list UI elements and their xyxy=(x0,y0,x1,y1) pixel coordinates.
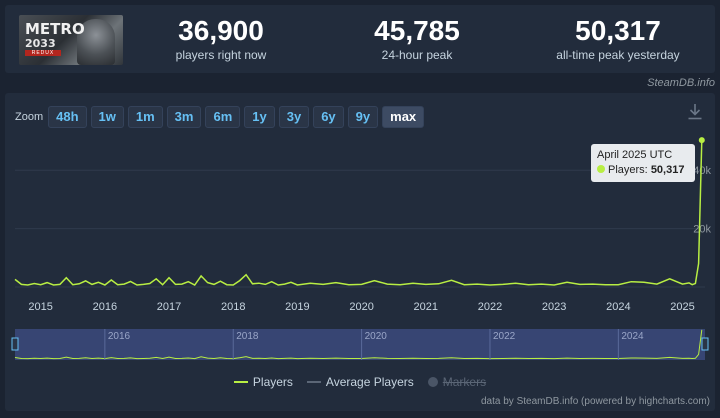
legend-item-markers[interactable]: Markers xyxy=(427,375,487,389)
zoom-button-48h[interactable]: 48h xyxy=(48,106,87,128)
stat-value: 36,900 xyxy=(178,15,264,46)
legend-label-markers: Markers xyxy=(442,375,487,389)
navigator-handle-left[interactable] xyxy=(11,337,19,351)
stat-24h-peak: 45,785 24-hour peak xyxy=(347,15,487,63)
x-tick-label: 2022 xyxy=(478,301,502,313)
navigator-tick-label: 2024 xyxy=(621,331,644,342)
chart-legend: Players Average Players Markers xyxy=(5,372,715,392)
navigator-handle-right[interactable] xyxy=(701,337,709,351)
y-tick-label: 40k xyxy=(693,165,711,177)
navigator-tick-label: 2016 xyxy=(108,331,131,342)
x-tick-label: 2021 xyxy=(414,301,438,313)
x-tick-label: 2019 xyxy=(285,301,309,313)
x-tick-label: 2017 xyxy=(157,301,181,313)
x-tick-label: 2020 xyxy=(349,301,373,313)
tooltip-series-dot xyxy=(597,165,605,173)
zoom-label: Zoom xyxy=(15,111,44,123)
game-logo-redux: REDUX xyxy=(25,50,61,56)
chart-panel: Zoom 48h 1w 1m 3m 6m 1y 3y 6y 9y max 20k… xyxy=(5,93,715,411)
x-tick-label: 2016 xyxy=(93,301,117,313)
zoom-button-1y[interactable]: 1y xyxy=(244,106,275,128)
zoom-button-6y[interactable]: 6y xyxy=(313,106,344,128)
steamdb-credit-link[interactable]: SteamDB.info xyxy=(647,77,715,89)
y-tick-label: 20k xyxy=(693,224,711,236)
navigator-series-line xyxy=(14,329,703,360)
tooltip-row: Players: 50,317 xyxy=(597,163,689,178)
legend-item-average-players[interactable]: Average Players xyxy=(306,375,414,389)
zoom-button-1m[interactable]: 1m xyxy=(127,106,163,128)
legend-swatch-players xyxy=(233,381,248,383)
zoom-button-3m[interactable]: 3m xyxy=(166,106,202,128)
stat-label: 24-hour peak xyxy=(381,48,453,62)
chart-credits[interactable]: data by SteamDB.info (powered by highcha… xyxy=(481,396,710,407)
stat-all-time-peak: 50,317 all-time peak yesterday xyxy=(543,15,693,63)
zoom-button-3y[interactable]: 3y xyxy=(278,106,310,128)
players-series-line xyxy=(14,140,703,286)
x-tick-label: 2015 xyxy=(28,301,52,313)
stat-label: all-time peak yesterday xyxy=(556,48,680,62)
zoom-button-9y[interactable]: 9y xyxy=(347,106,379,128)
navigator-tick-label: 2020 xyxy=(365,331,388,342)
download-icon[interactable] xyxy=(687,103,703,121)
stat-label: players right now xyxy=(175,48,267,62)
x-tick-label: 2025 xyxy=(670,301,694,313)
legend-item-players[interactable]: Players xyxy=(233,375,293,389)
navigator-tick-label: 2018 xyxy=(236,331,259,342)
x-tick-label: 2018 xyxy=(221,301,245,313)
legend-swatch-markers xyxy=(427,377,438,387)
legend-label-average: Average Players xyxy=(325,375,414,389)
tooltip-title: April 2025 UTC xyxy=(597,149,673,161)
game-logo-text: METRO xyxy=(25,20,85,38)
game-art-figure xyxy=(77,19,115,65)
zoom-controls: Zoom 48h 1w 1m 3m 6m 1y 3y 6y 9y max xyxy=(15,106,428,128)
zoom-button-1w[interactable]: 1w xyxy=(90,106,124,128)
tooltip-value: 50,317 xyxy=(650,164,685,176)
zoom-button-max[interactable]: max xyxy=(382,106,425,128)
chart-tooltip: April 2025 UTC Players: 50,317 xyxy=(591,144,695,182)
game-header-image[interactable]: METRO 2033 REDUX xyxy=(19,15,123,65)
game-logo-subtext: 2033 xyxy=(25,37,56,50)
stat-players-now: 36,900 players right now xyxy=(151,15,291,63)
navigator[interactable]: 2016 2018 2020 2022 2024 xyxy=(11,329,709,360)
x-tick-label: 2023 xyxy=(542,301,566,313)
tooltip-series-label: Players: xyxy=(608,164,648,176)
legend-swatch-average xyxy=(306,381,321,383)
stat-value: 50,317 xyxy=(575,15,661,46)
x-tick-label: 2024 xyxy=(606,301,630,313)
stats-bar: METRO 2033 REDUX 36,900 players right no… xyxy=(5,5,715,73)
stat-value: 45,785 xyxy=(374,15,460,46)
navigator-tick-label: 2022 xyxy=(493,331,516,342)
zoom-button-6m[interactable]: 6m xyxy=(205,106,241,128)
peak-point-marker[interactable] xyxy=(698,137,705,144)
navigator-selection[interactable] xyxy=(15,329,705,360)
legend-label-players: Players xyxy=(252,375,293,389)
